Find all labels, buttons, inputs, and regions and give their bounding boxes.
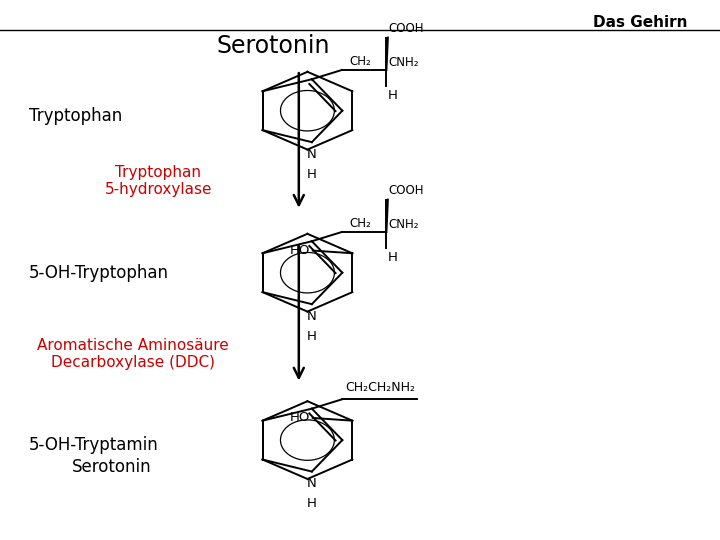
Text: CH₂: CH₂: [350, 56, 372, 69]
Text: Tryptophan: Tryptophan: [29, 107, 122, 125]
Text: Das Gehirn: Das Gehirn: [593, 15, 688, 30]
Text: CH₂: CH₂: [350, 218, 372, 231]
Text: CNH₂: CNH₂: [389, 56, 419, 69]
Text: CH₂CH₂NH₂: CH₂CH₂NH₂: [346, 381, 415, 394]
Text: H: H: [387, 251, 397, 264]
Text: Aromatische Aminosäure
Decarboxylase (DDC): Aromatische Aminosäure Decarboxylase (DD…: [37, 338, 229, 370]
Text: H: H: [307, 497, 317, 510]
Text: 5-OH-Tryptophan: 5-OH-Tryptophan: [29, 264, 168, 282]
Text: HO: HO: [290, 244, 310, 257]
Text: COOH: COOH: [388, 22, 423, 35]
Text: Serotonin: Serotonin: [72, 458, 152, 476]
Text: Serotonin: Serotonin: [217, 34, 330, 58]
Text: N: N: [307, 309, 317, 322]
Text: N: N: [307, 477, 317, 490]
Text: CNH₂: CNH₂: [389, 218, 419, 231]
Text: HO: HO: [290, 411, 310, 424]
Text: Tryptophan
5-hydroxylase: Tryptophan 5-hydroxylase: [104, 165, 212, 197]
Text: 5-OH-Tryptamin: 5-OH-Tryptamin: [29, 436, 158, 455]
Text: N: N: [307, 147, 317, 160]
Text: H: H: [307, 330, 317, 343]
Text: H: H: [387, 89, 397, 102]
Text: H: H: [307, 168, 317, 181]
Text: COOH: COOH: [388, 184, 423, 197]
